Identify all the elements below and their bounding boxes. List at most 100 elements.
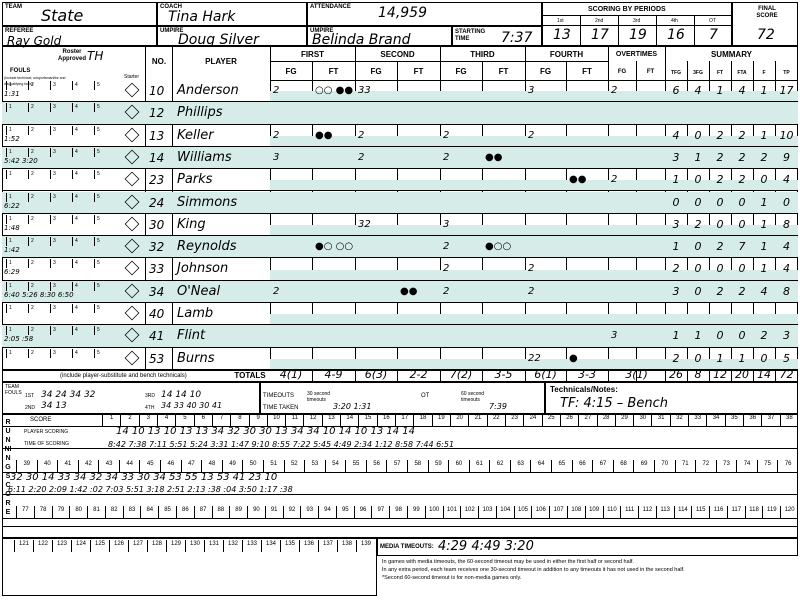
score-number: 11 <box>285 414 303 426</box>
foul-box[interactable]: 4 <box>72 192 92 202</box>
cell-fourth-ft: ●● <box>569 174 587 186</box>
cell-tp: 3 <box>783 329 790 343</box>
foul-box[interactable]: 4 <box>72 237 92 247</box>
foul-box[interactable]: 5 <box>94 192 114 202</box>
foul-box[interactable]: 4 <box>72 259 92 269</box>
foul-box[interactable]: 1 <box>6 147 26 157</box>
foul-box[interactable]: 5 <box>94 214 114 224</box>
foul-box[interactable]: 3 <box>50 214 70 224</box>
foul-box[interactable]: 4 <box>72 81 92 90</box>
foul-box[interactable]: 2 <box>28 192 48 202</box>
foul-box[interactable]: 3 <box>50 192 70 202</box>
foul-box[interactable]: 5 <box>94 81 114 90</box>
foul-box[interactable]: 5 <box>94 147 114 157</box>
period-header-overtimes: OVERTIMES <box>615 51 658 58</box>
foul-box[interactable]: 1 <box>6 214 26 224</box>
foul-box[interactable]: 5 <box>94 125 114 135</box>
foul-box[interactable]: 4 <box>72 125 92 135</box>
foul-box[interactable]: 4 <box>72 348 92 358</box>
foul-box[interactable]: 5 <box>94 281 114 291</box>
score-number: 132 <box>223 540 242 552</box>
player-number: 32 <box>149 240 165 255</box>
foul-box[interactable]: 4 <box>72 103 92 113</box>
foul-box[interactable]: 3 <box>50 237 70 247</box>
foul-box[interactable]: 5 <box>94 103 114 113</box>
foul-box[interactable]: 2 <box>28 259 48 269</box>
foul-box[interactable]: 5 <box>94 170 114 180</box>
running-score-vertical-label: RUNNINGSCORE <box>4 419 12 516</box>
score-number: 21 <box>468 414 486 426</box>
foul-box[interactable]: 5 <box>94 348 114 358</box>
foul-box[interactable]: 3 <box>50 81 70 90</box>
foul-box[interactable]: 3 <box>50 281 70 291</box>
foul-box[interactable]: 1 <box>6 259 26 269</box>
foul-box[interactable]: 2 <box>28 81 48 90</box>
player-name: O'Neal <box>177 283 221 299</box>
foul-box[interactable]: 5 <box>94 237 114 247</box>
score-number: 39 <box>16 460 37 472</box>
foul-box[interactable]: 4 <box>72 170 92 180</box>
foul-box[interactable]: 1 <box>6 192 26 202</box>
foul-box[interactable]: 4 <box>72 214 92 224</box>
score-number: 3 <box>138 414 157 426</box>
foul-box[interactable]: 3 <box>50 147 70 157</box>
foul-box[interactable]: 1 <box>6 170 26 180</box>
starter-label: Starter <box>124 74 140 80</box>
foul-box[interactable]: 2 <box>28 125 48 135</box>
foul-box[interactable]: 4 <box>72 304 92 313</box>
player-number: 30 <box>149 217 165 232</box>
row-stripe <box>270 336 798 347</box>
cell-tfg: 1 <box>672 173 680 187</box>
foul-box[interactable]: 2 <box>28 237 48 247</box>
foul-box[interactable]: 1 <box>6 281 26 291</box>
foul-box[interactable]: 2 <box>28 147 48 157</box>
cell-tfg3: 0 <box>694 351 702 365</box>
foul-box[interactable]: 2 <box>28 304 48 313</box>
foul-box[interactable]: 4 <box>72 326 92 336</box>
player-name: Burns <box>177 350 215 366</box>
ot-ft-header: FT <box>646 69 655 75</box>
foul-box[interactable]: 5 <box>94 304 114 313</box>
cell-tp: 4 <box>783 240 790 254</box>
score-number: 2 <box>120 414 138 426</box>
foul-box[interactable]: 3 <box>50 304 70 313</box>
foul-times: 2:05 :58 <box>4 335 34 344</box>
table-row <box>2 214 798 237</box>
foul-box[interactable]: 3 <box>50 326 70 336</box>
cell-ft: 2 <box>716 284 724 298</box>
foul-box[interactable]: 5 <box>94 259 114 269</box>
umpire1-label: UMPIRE <box>160 28 184 34</box>
foul-box[interactable]: 1 <box>6 125 26 135</box>
foul-box[interactable]: 3 <box>50 103 70 113</box>
foul-box[interactable]: 4 <box>72 147 92 157</box>
foul-box[interactable]: 1 <box>6 348 26 358</box>
foul-box[interactable]: 1 <box>6 81 26 90</box>
running-row1-times: 8:42 7:38 7:11 5:51 5:24 3:31 1:47 9:10 … <box>108 440 455 449</box>
header-umpire1-box: UMPIRE Doug Silver <box>157 26 307 48</box>
foul-box[interactable]: 3 <box>50 259 70 269</box>
foul-box[interactable]: 2 <box>28 348 48 358</box>
score-number: 30 <box>633 414 651 426</box>
score-number: 117 <box>726 506 745 518</box>
foul-box[interactable]: 4 <box>72 281 92 291</box>
row-stripe <box>270 314 798 325</box>
cell-first-fg: 2 <box>273 129 280 141</box>
foul-box[interactable]: 3 <box>50 348 70 358</box>
roster-area <box>2 46 798 382</box>
foul-box[interactable]: 1 <box>6 103 26 113</box>
foul-box[interactable]: 2 <box>28 214 48 224</box>
foul-box[interactable]: 3 <box>50 170 70 180</box>
totals-ot: 3(1) <box>625 368 648 381</box>
foul-box[interactable]: 2 <box>28 170 48 180</box>
score-number: 58 <box>407 460 428 472</box>
second-fg-header: FG <box>370 67 382 76</box>
foul-box[interactable]: 1 <box>6 326 26 336</box>
foul-box[interactable]: 2 <box>28 103 48 113</box>
foul-box[interactable]: 2 <box>28 326 48 336</box>
score-number: 38 <box>779 414 798 426</box>
foul-box[interactable]: 3 <box>50 125 70 135</box>
foul-box[interactable]: 2 <box>28 281 48 291</box>
foul-box[interactable]: 1 <box>6 237 26 247</box>
foul-box[interactable]: 1 <box>6 304 26 313</box>
foul-box[interactable]: 5 <box>94 326 114 336</box>
